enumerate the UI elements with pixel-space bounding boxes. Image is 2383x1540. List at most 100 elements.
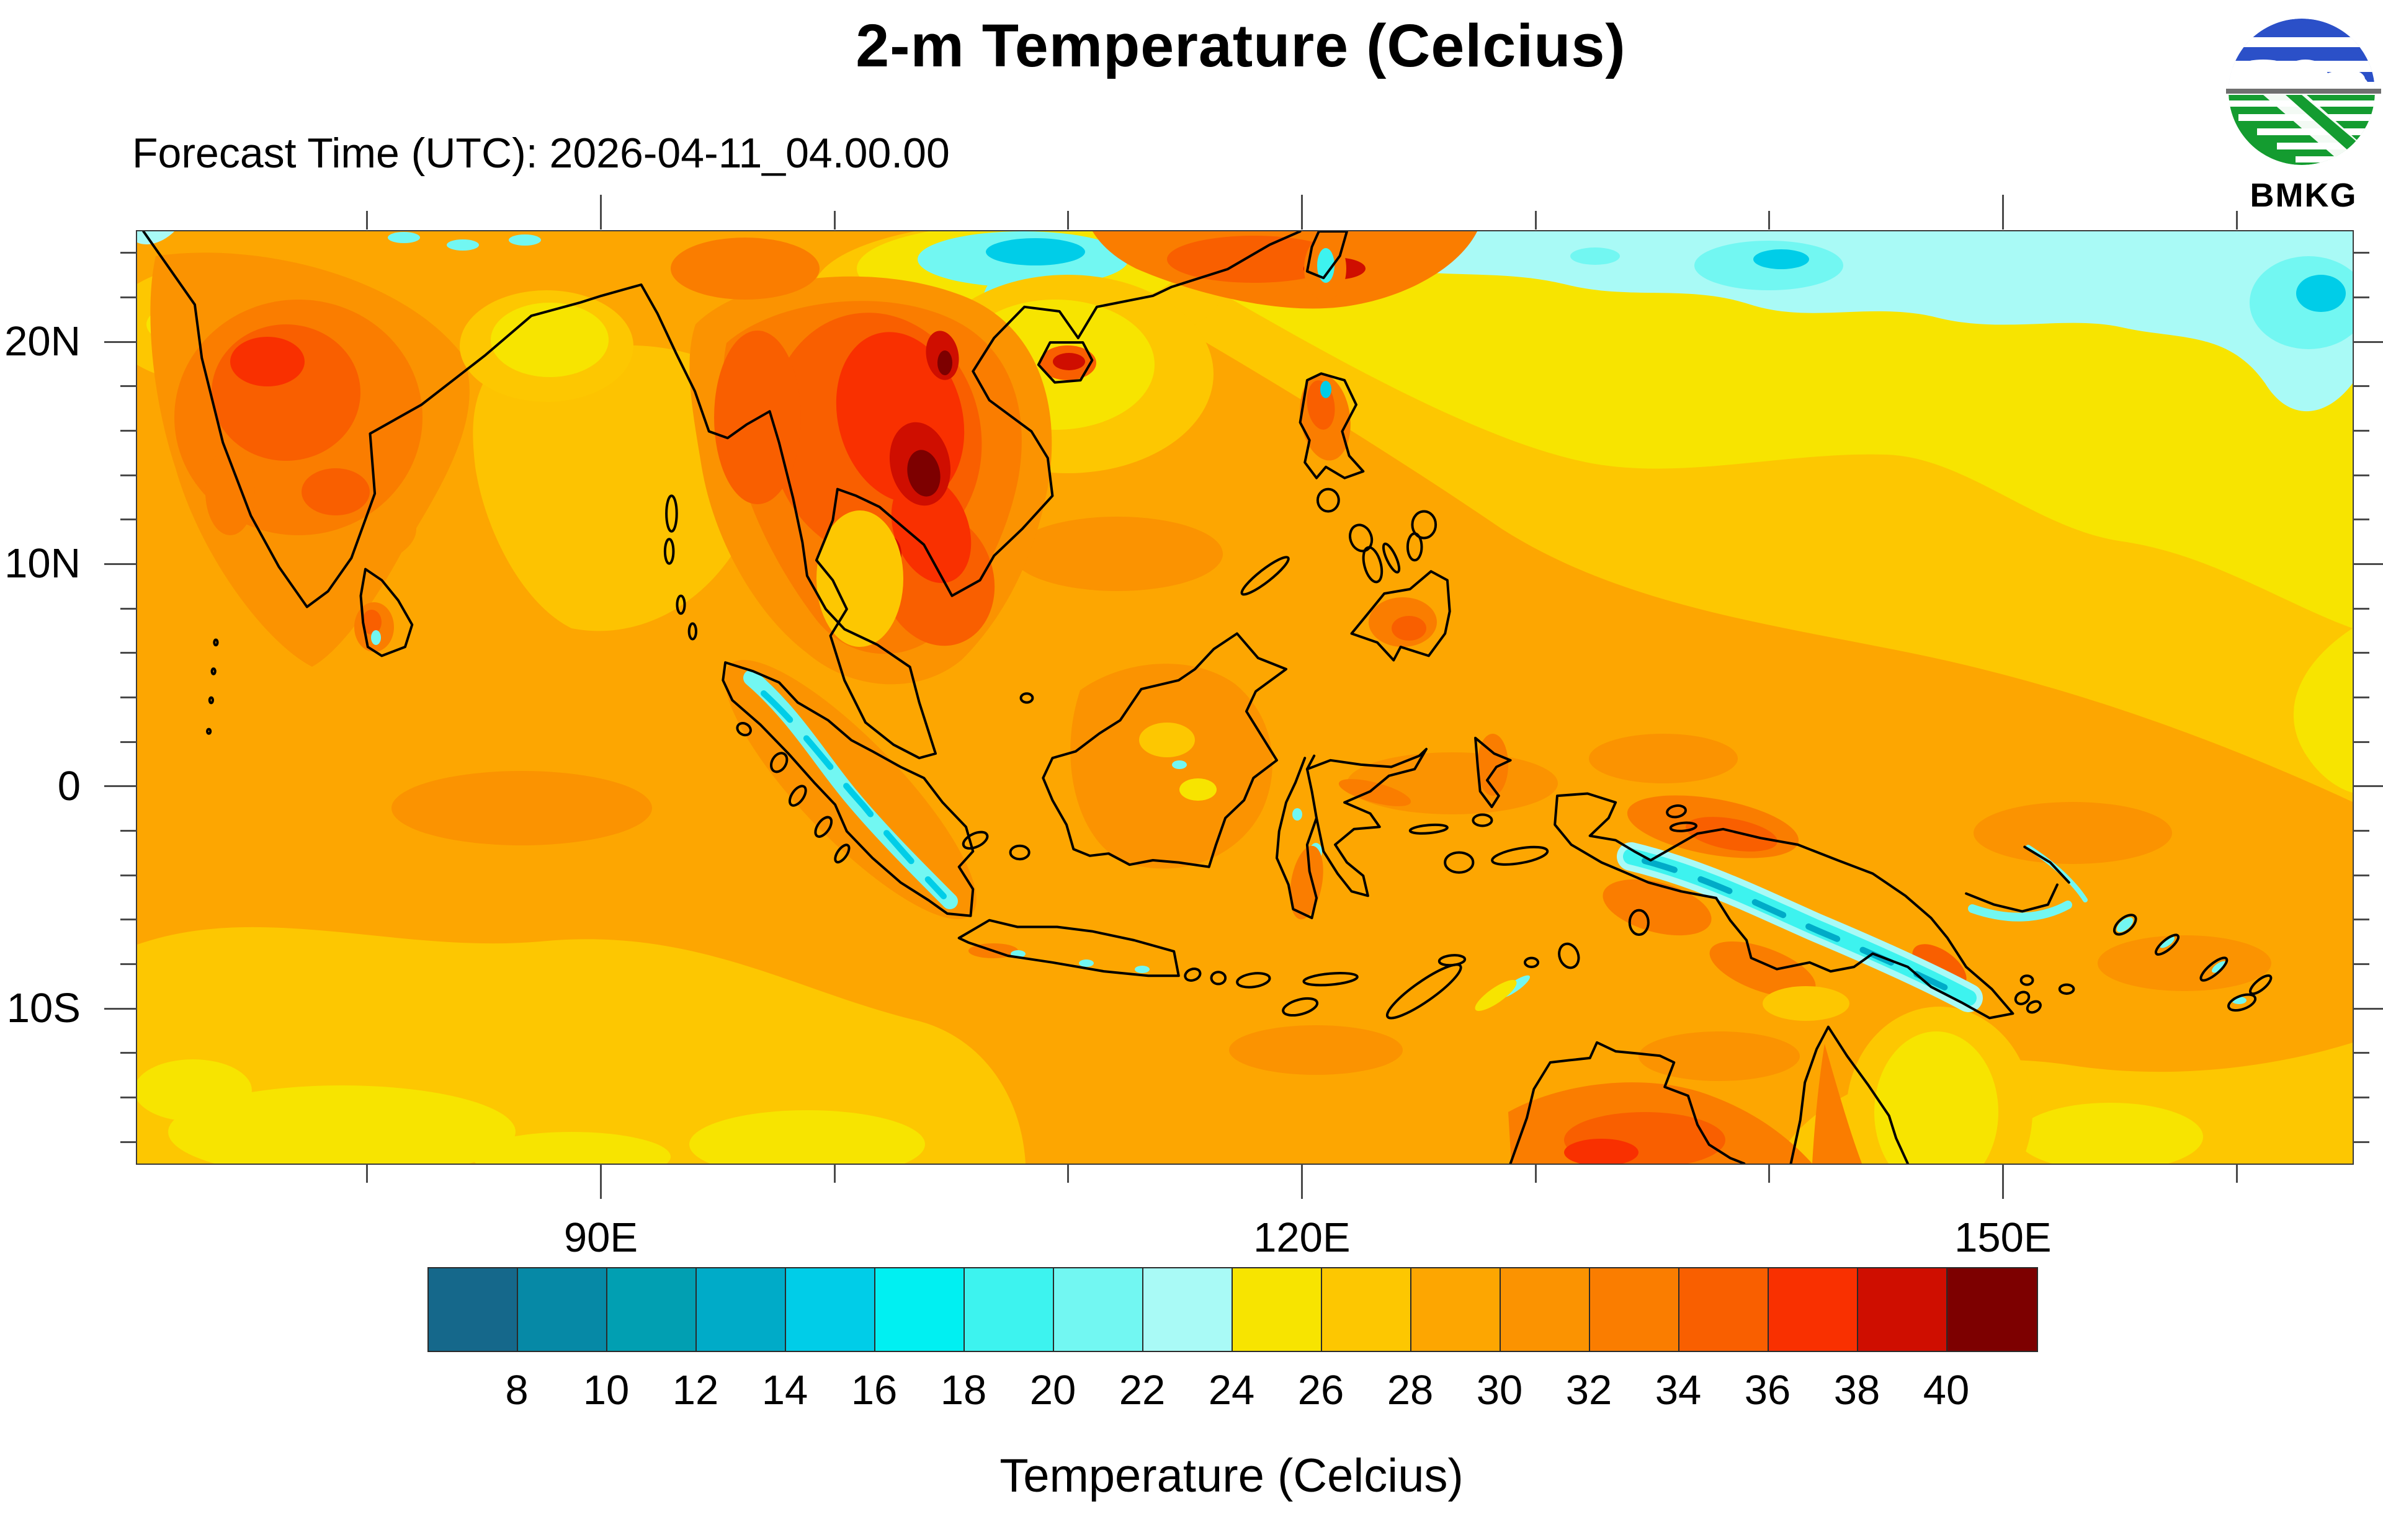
lon-tick [2235,211,2238,229]
lat-tick [120,385,136,388]
lat-tick [120,874,136,876]
lon-tick [599,1164,602,1199]
lon-tick [2001,195,2004,229]
lon-tick [366,211,369,229]
colorbar-tick-label: 32 [1565,1367,1612,1413]
lon-axis-label: 90E [563,1214,638,1261]
lon-axis-label: 120E [1253,1214,1351,1261]
lat-tick [120,296,136,298]
colorbar-cell [1411,1268,1501,1351]
lat-tick [2353,519,2369,521]
lat-tick [120,474,136,476]
colorbar [427,1267,2038,1352]
lat-tick [2353,474,2369,476]
lat-tick [120,963,136,965]
lon-tick [2001,1164,2004,1199]
lon-tick [1067,1164,1070,1183]
colorbar-tick-label: 20 [1029,1367,1076,1413]
lat-tick [2353,385,2369,388]
lat-tick [120,919,136,921]
lat-tick [120,652,136,654]
lat-tick [120,829,136,832]
colorbar-cell [1322,1268,1411,1351]
colorbar-tick-label: 34 [1655,1367,1702,1413]
lat-tick [2353,340,2383,343]
colorbar-tick-label: 28 [1387,1367,1434,1413]
colorbar-cell [1233,1268,1322,1351]
temperature-map [136,230,2354,1165]
lon-tick [1768,1164,1771,1183]
lat-tick [120,607,136,610]
colorbar-cell [607,1268,697,1351]
temperature-field [137,231,2353,1164]
colorbar-tick-label: 18 [940,1367,987,1413]
lon-tick [1067,211,1070,229]
colorbar-tick-label: 36 [1744,1367,1791,1413]
colorbar-cell [1947,1268,2037,1351]
colorbar-tick-label: 12 [672,1367,719,1413]
lat-tick [120,1141,136,1143]
colorbar-cell [518,1268,607,1351]
lat-tick [2353,607,2369,610]
lat-tick [2353,1007,2383,1010]
bmkg-logo: BMKG [2226,7,2381,218]
colorbar-tick-label: 30 [1476,1367,1523,1413]
lat-tick [120,741,136,743]
lat-tick [2353,919,2369,921]
colorbar-cell [429,1268,518,1351]
lat-axis-label: 10N [4,540,81,587]
lat-tick [2353,963,2369,965]
colorbar-cell [1590,1268,1679,1351]
lat-tick [2353,252,2369,254]
colorbar-cell [1501,1268,1590,1351]
lat-tick [2353,874,2369,876]
colorbar-cell [875,1268,965,1351]
lat-tick [2353,1141,2369,1143]
lon-axis-label: 150E [1954,1214,2052,1261]
colorbar-tick-label: 14 [761,1367,808,1413]
lat-axis-label: 0 [57,762,81,809]
lat-tick [120,252,136,254]
lat-tick [120,1052,136,1054]
colorbar-tick-label: 38 [1833,1367,1880,1413]
lat-tick [120,696,136,698]
colorbar-cell [1054,1268,1143,1351]
lat-tick [104,785,136,788]
colorbar-cell [697,1268,786,1351]
colorbar-tick-label: 22 [1119,1367,1166,1413]
lat-tick [2353,741,2369,743]
lat-axis-label: 10S [6,985,81,1032]
lat-tick [2353,829,2369,832]
lon-tick [2235,1164,2238,1183]
colorbar-title: Temperature (Celcius) [999,1449,1464,1502]
lat-tick [104,1007,136,1010]
lon-tick [1300,195,1303,229]
colorbar-cell [1143,1268,1233,1351]
lat-tick [2353,296,2369,298]
bmkg-logo-icon [2226,19,2381,165]
lon-tick [366,1164,369,1183]
lat-tick [120,1096,136,1098]
lat-axis-label: 20N [4,318,81,365]
colorbar-cell [786,1268,875,1351]
colorbar-cell [1769,1268,1858,1351]
lon-tick [1300,1164,1303,1199]
lat-tick [120,429,136,432]
colorbar-tick-label: 24 [1208,1367,1255,1413]
colorbar-tick-label: 40 [1923,1367,1970,1413]
colorbar-tick-label: 16 [851,1367,898,1413]
lon-tick [1768,211,1771,229]
lat-tick [2353,785,2383,788]
colorbar-cell [1679,1268,1769,1351]
lat-tick [2353,652,2369,654]
colorbar-cell [1858,1268,1947,1351]
lon-tick [833,211,836,229]
bmkg-logo-label: BMKG [2250,177,2358,214]
page-title: 2-m Temperature (Celcius) [856,12,1626,79]
lat-tick [2353,563,2383,565]
lon-tick [599,195,602,229]
lon-tick [1534,211,1537,229]
lat-tick [104,340,136,343]
lat-tick [104,563,136,565]
